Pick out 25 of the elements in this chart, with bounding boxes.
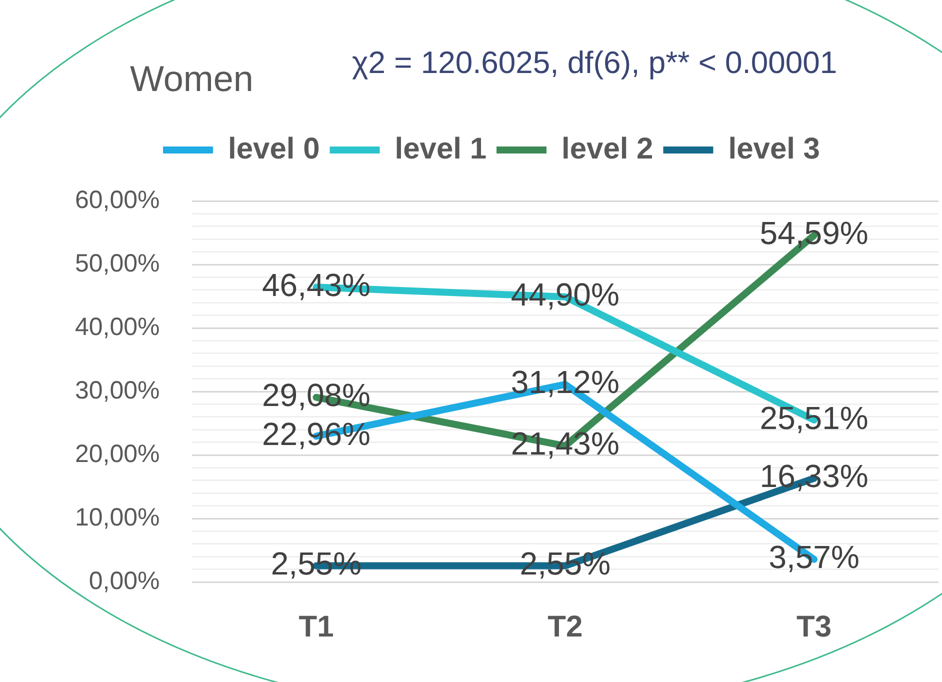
data-label: 29,08%	[262, 377, 371, 414]
data-label: 25,51%	[760, 400, 868, 436]
y-tick-label: 30,00%	[74, 376, 160, 404]
legend-label: level 3	[728, 132, 820, 166]
text: χ2 = 120.6025, df(6), p** < 0.00001	[352, 44, 838, 82]
legend-label: level 1	[394, 132, 487, 166]
data-label: 16,33%	[760, 458, 868, 494]
data-label: 46,43%	[262, 267, 371, 303]
data-label: 22,96%	[262, 416, 371, 452]
x-tick-label: T3	[796, 610, 832, 644]
data-label: 54,59%	[760, 215, 868, 252]
legend-label: level 0	[228, 132, 320, 166]
data-label: 3,57%	[768, 539, 860, 576]
x-tick-label: T2	[548, 610, 583, 644]
y-tick-label: 60,00%	[74, 186, 160, 214]
y-tick-label: 0,00%	[88, 566, 160, 595]
y-tick-label: 50,00%	[74, 249, 160, 278]
y-tick-label: 40,00%	[74, 312, 160, 341]
chart-title: Women	[130, 58, 254, 100]
y-tick-label: 10,00%	[74, 503, 160, 532]
y-tick-label: 20,00%	[74, 440, 160, 468]
x-tick-label: T1	[298, 610, 334, 644]
data-label: 2,55%	[270, 546, 362, 582]
data-label: 31,12%	[510, 364, 620, 400]
legend-label: level 2	[562, 132, 654, 166]
